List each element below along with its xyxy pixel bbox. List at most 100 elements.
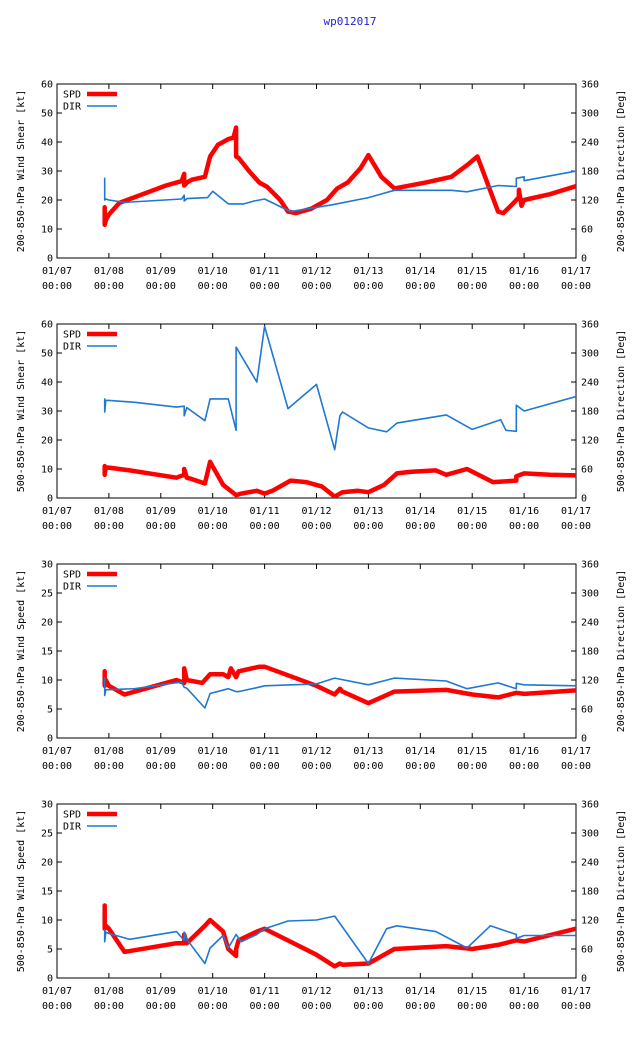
x-tick-label: 00:00: [301, 521, 331, 532]
x-tick-label: 01/11: [250, 266, 280, 277]
y-tick-label: 20: [41, 618, 53, 629]
y-tick-label: 60: [41, 80, 53, 91]
y2-tick-label: 120: [581, 436, 599, 447]
x-tick-label: 00:00: [457, 281, 487, 292]
x-tick-label: 01/17: [561, 746, 591, 757]
chart-panel-4: 05101520253006012018024030036001/0700:00…: [16, 800, 627, 1013]
x-tick-label: 00:00: [353, 761, 383, 772]
x-tick-label: 00:00: [301, 761, 331, 772]
y-tick-label: 20: [41, 436, 53, 447]
x-tick-label: 01/09: [146, 506, 176, 517]
x-tick-label: 01/09: [146, 986, 176, 997]
x-tick-label: 00:00: [353, 521, 383, 532]
y-tick-label: 0: [47, 734, 53, 745]
x-tick-label: 01/11: [250, 746, 280, 757]
y-tick-label: 10: [41, 916, 53, 927]
y2-tick-label: 0: [581, 254, 587, 265]
x-tick-label: 00:00: [42, 761, 72, 772]
legend-label-dir: DIR: [63, 582, 82, 593]
y-tick-label: 20: [41, 196, 53, 207]
x-tick-label: 01/15: [457, 746, 487, 757]
y-tick-label: 10: [41, 225, 53, 236]
x-tick-label: 00:00: [457, 761, 487, 772]
x-tick-label: 00:00: [405, 1001, 435, 1012]
series-line-spd: [102, 903, 576, 969]
series-line-dir: [103, 915, 576, 965]
x-tick-label: 00:00: [42, 1001, 72, 1012]
y2-tick-label: 60: [581, 465, 593, 476]
x-tick-label: 00:00: [94, 1001, 124, 1012]
y-axis-label: 200-850-hPa Wind Speed [kt]: [16, 570, 27, 733]
plot-frame: [56, 563, 577, 739]
y2-tick-label: 180: [581, 167, 599, 178]
x-tick-label: 00:00: [250, 761, 280, 772]
series-line-spd: [102, 125, 576, 227]
x-tick-label: 00:00: [509, 761, 539, 772]
x-tick-label: 01/07: [42, 746, 72, 757]
y2-tick-label: 300: [581, 109, 599, 120]
y-tick-label: 50: [41, 109, 53, 120]
x-tick-label: 01/08: [94, 986, 124, 997]
x-tick-label: 01/13: [353, 986, 383, 997]
x-tick-label: 01/11: [250, 506, 280, 517]
y2-tick-label: 0: [581, 734, 587, 745]
series-line-dir: [103, 325, 576, 451]
y2-tick-label: 0: [581, 494, 587, 505]
x-tick-label: 01/14: [405, 986, 435, 997]
y2-tick-label: 360: [581, 80, 599, 91]
x-tick-label: 01/11: [250, 986, 280, 997]
x-tick-label: 00:00: [146, 761, 176, 772]
y-tick-label: 30: [41, 800, 53, 811]
y-tick-label: 15: [41, 887, 53, 898]
page-title: wp012017: [324, 15, 377, 28]
legend-label-dir: DIR: [63, 342, 82, 353]
y2-tick-label: 360: [581, 560, 599, 571]
y2-axis-label: 500-850-hPa Direction [Deg]: [616, 330, 627, 493]
y2-tick-label: 360: [581, 320, 599, 331]
y2-tick-label: 180: [581, 647, 599, 658]
y-tick-label: 40: [41, 378, 53, 389]
y-tick-label: 60: [41, 320, 53, 331]
y-tick-label: 20: [41, 858, 53, 869]
y-tick-label: 10: [41, 676, 53, 687]
legend-label-spd: SPD: [63, 570, 81, 581]
x-tick-label: 00:00: [561, 1001, 591, 1012]
x-tick-label: 00:00: [94, 281, 124, 292]
series-line-dir: [103, 170, 576, 213]
x-tick-label: 01/09: [146, 746, 176, 757]
legend-label-spd: SPD: [63, 330, 81, 341]
x-tick-label: 00:00: [198, 761, 228, 772]
y-axis-label: 500-850-hPa Wind Shear [kt]: [16, 330, 27, 493]
x-tick-label: 01/10: [198, 986, 228, 997]
y2-tick-label: 120: [581, 916, 599, 927]
legend-label-dir: DIR: [63, 822, 82, 833]
x-tick-label: 01/08: [94, 266, 124, 277]
x-tick-label: 01/07: [42, 986, 72, 997]
x-tick-label: 00:00: [561, 281, 591, 292]
y2-tick-label: 240: [581, 138, 599, 149]
x-tick-label: 00:00: [457, 1001, 487, 1012]
y-tick-label: 25: [41, 589, 53, 600]
x-tick-label: 00:00: [353, 1001, 383, 1012]
x-tick-label: 01/07: [42, 266, 72, 277]
chart-panel-2: 0 10 20 30 40 50 60 0 60 120 180 240 300 360 01/07 00:0…: [16, 320, 627, 533]
x-tick-label: 01/12: [301, 266, 331, 277]
y-tick-label: 0: [47, 494, 53, 505]
y-tick-label: 30: [41, 407, 53, 418]
y2-tick-label: 120: [581, 196, 599, 207]
y2-tick-label: 240: [581, 858, 599, 869]
y2-tick-label: 120: [581, 676, 599, 687]
y2-tick-label: 300: [581, 349, 599, 360]
y2-tick-label: 60: [581, 705, 593, 716]
x-tick-label: 01/16: [509, 266, 539, 277]
x-tick-label: 01/15: [457, 986, 487, 997]
x-tick-label: 00:00: [301, 281, 331, 292]
x-tick-label: 01/16: [509, 986, 539, 997]
y2-axis-label: 500-850-hPa Direction [Deg]: [616, 810, 627, 973]
x-tick-label: 00:00: [42, 281, 72, 292]
x-tick-label: 01/17: [561, 506, 591, 517]
x-tick-label: 01/07: [42, 506, 72, 517]
x-tick-label: 00:00: [198, 521, 228, 532]
x-tick-label: 01/17: [561, 986, 591, 997]
y2-tick-label: 300: [581, 829, 599, 840]
